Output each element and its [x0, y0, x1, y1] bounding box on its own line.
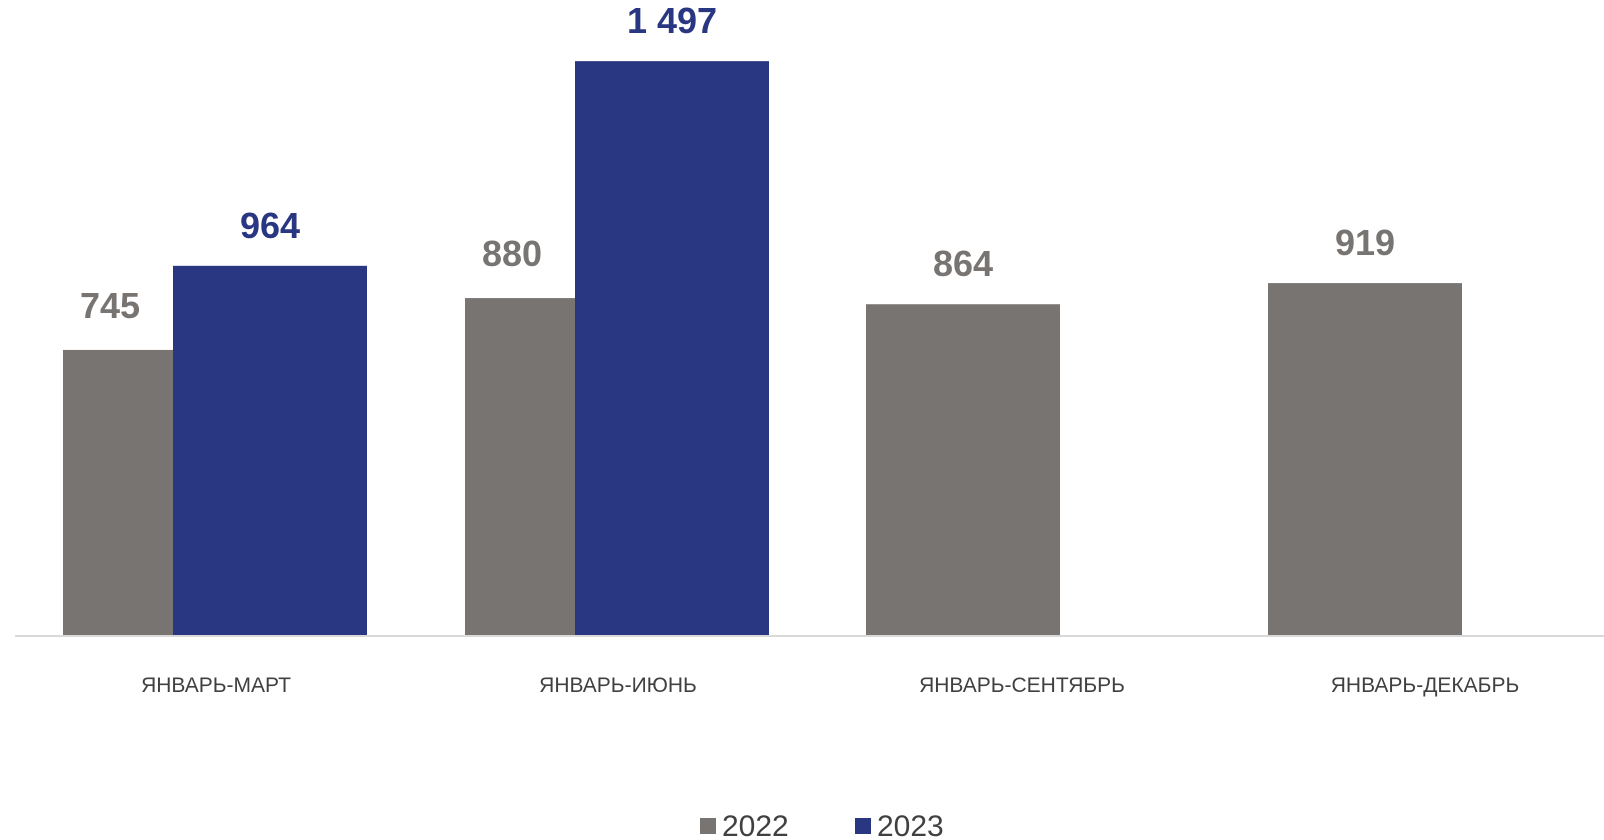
- category-label-2: ЯНВАРЬ-СЕНТЯБРЬ: [919, 674, 1125, 697]
- bar-2022-3: [1268, 283, 1462, 636]
- data-label-2023-1: 1 497: [627, 0, 717, 41]
- category-label-3: ЯНВАРЬ-ДЕКАБРЬ: [1331, 674, 1519, 697]
- data-label-2022-3: 919: [1335, 222, 1395, 263]
- legend-label-2022: 2022: [722, 810, 789, 840]
- data-label-2023-0: 964: [240, 205, 300, 246]
- bar-2023-0: [173, 265, 367, 636]
- legend-swatch-2023: [855, 818, 871, 834]
- category-label-1: ЯНВАРЬ-ИЮНЬ: [539, 674, 697, 697]
- data-label-2022-0: 745: [80, 285, 140, 326]
- legend: 2022 2023: [700, 810, 944, 840]
- category-label-0: ЯНВАРЬ-МАРТ: [141, 674, 291, 697]
- bars-group: [63, 61, 1462, 637]
- data-label-2022-2: 864: [933, 243, 993, 284]
- data-labels-group: 745 964 880 1 497 864 919: [80, 0, 1395, 326]
- bar-2023-1: [575, 61, 769, 637]
- category-labels-group: ЯНВАРЬ-МАРТ ЯНВАРЬ-ИЮНЬ ЯНВАРЬ-СЕНТЯБРЬ ЯНВ…: [141, 674, 1519, 697]
- data-label-2022-1: 880: [482, 233, 542, 274]
- bar-2022-2: [866, 304, 1060, 636]
- legend-label-2023: 2023: [877, 810, 944, 840]
- legend-swatch-2022: [700, 818, 716, 834]
